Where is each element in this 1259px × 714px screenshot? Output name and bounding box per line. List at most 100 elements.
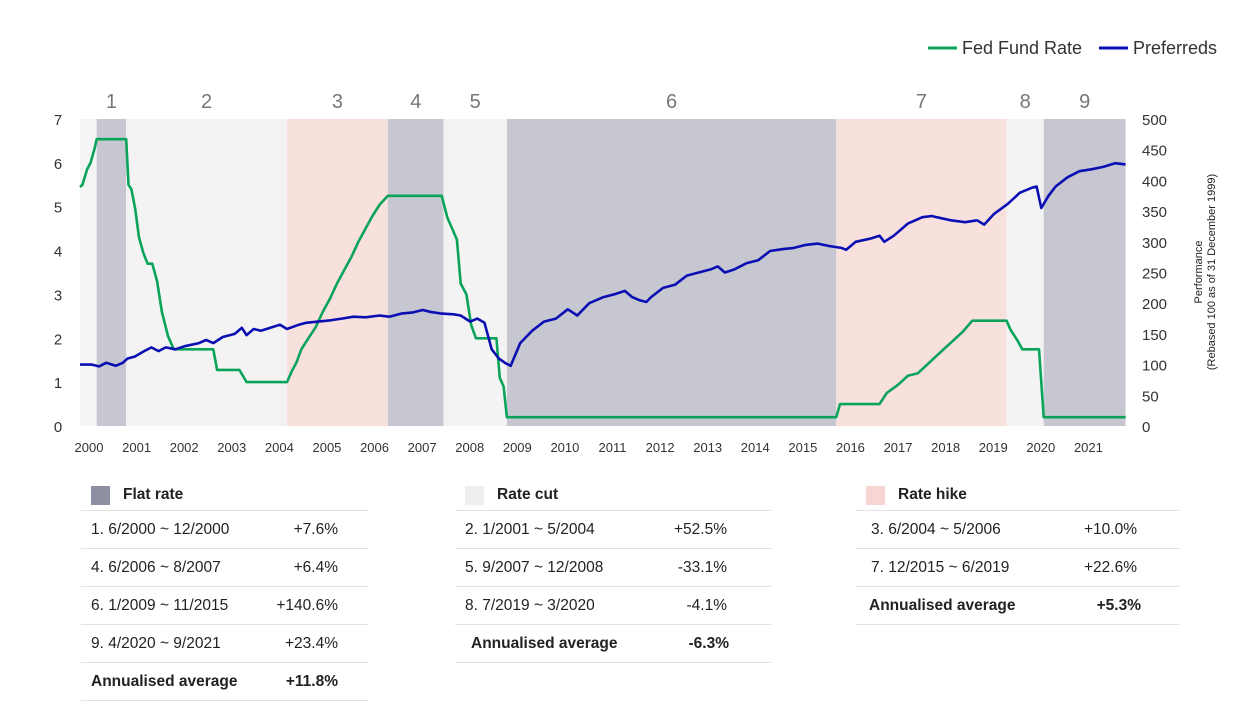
table-rate-cut: Rate cut 2. 1/2001 ~ 5/2004 +52.5% 5. 9/2… (455, 480, 771, 663)
phase-label-6: 6 (666, 91, 677, 113)
phase-band-3 (287, 119, 388, 426)
y-right-tick: 500 (1142, 112, 1167, 129)
y-left-tick: 4 (54, 244, 62, 261)
legend: Fed Fund Rate Preferreds (928, 38, 1217, 58)
row-value: +10.0% (1083, 520, 1137, 538)
chart-canvas: 1 2 3 4 5 6 7 8 9 0 1 2 3 4 5 6 7 0 50 100 150 200 250 300 350 4… (54, 38, 1218, 455)
phase-band-8 (1006, 119, 1044, 426)
avg-value: +5.3% (1096, 596, 1141, 614)
cut-swatch (465, 485, 484, 505)
y-right-label-line2: (Rebased 100 as of 31 December 1999) (1206, 174, 1218, 370)
x-tick: 2000 (75, 440, 104, 455)
table-rate-hike: Rate hike 3. 6/2004 ~ 5/2006 +10.0% 7. 12… (856, 480, 1179, 625)
phase-band-1 (96, 119, 127, 426)
axes: 0 1 2 3 4 5 6 7 0 50 100 150 200 250 300 350 400 450 500 20… (54, 112, 1167, 455)
table-row-average: Annualised average -6.3% (455, 625, 771, 663)
x-tick: 2004 (265, 440, 294, 455)
flat-swatch (91, 485, 110, 505)
y-left-tick: 1 (54, 375, 62, 392)
phase-band-4 (387, 119, 444, 426)
phase-label-9: 9 (1079, 91, 1090, 113)
table-row: 6. 1/2009 ~ 11/2015 +140.6% (81, 587, 368, 625)
table-row: 5. 9/2007 ~ 12/2008 -33.1% (455, 549, 771, 587)
y-left-tick: 2 (54, 331, 62, 348)
phase-label-4: 4 (410, 91, 421, 113)
table-title: Rate hike (898, 486, 967, 503)
y-right-tick: 450 (1142, 143, 1167, 160)
x-tick: 2003 (217, 440, 246, 455)
table-row-average: Annualised average +11.8% (81, 663, 368, 701)
phase-band-lead (80, 119, 97, 426)
x-tick: 2015 (788, 440, 817, 455)
row-value: +22.6% (1083, 558, 1137, 576)
table-header: Rate cut (455, 480, 771, 511)
x-tick: 2019 (979, 440, 1008, 455)
x-tick: 2010 (550, 440, 579, 455)
y-right-tick: 0 (1142, 419, 1150, 436)
row-value: +52.5% (673, 520, 727, 538)
legend-pref-label: Preferreds (1133, 38, 1217, 58)
y-right-tick: 100 (1142, 358, 1167, 375)
avg-label: Annualised average (471, 634, 618, 652)
avg-label: Annualised average (869, 596, 1016, 614)
series-lines (79, 137, 1126, 419)
x-tick: 2021 (1074, 440, 1103, 455)
table-flat-rate: Flat rate 1. 6/2000 ~ 12/2000 +7.6% 4. 6/… (81, 480, 368, 701)
row-label: 5. 9/2007 ~ 12/2008 (465, 558, 604, 576)
row-value: +140.6% (276, 596, 338, 614)
row-label: 2. 1/2001 ~ 5/2004 (465, 520, 595, 538)
table-title: Flat rate (123, 486, 184, 503)
y-left-tick: 0 (54, 419, 62, 436)
table-row-average: Annualised average +5.3% (856, 587, 1179, 625)
row-value: +6.4% (293, 558, 338, 576)
legend-fed-label: Fed Fund Rate (962, 38, 1082, 58)
row-label: 8. 7/2019 ~ 3/2020 (465, 596, 595, 614)
table-row: 3. 6/2004 ~ 5/2006 +10.0% (856, 511, 1179, 549)
hike-swatch (866, 485, 885, 505)
phase-band-5 (443, 119, 507, 426)
phase-label-8: 8 (1020, 91, 1031, 113)
row-label: 6. 1/2009 ~ 11/2015 (91, 596, 229, 614)
phase-label-1: 1 (106, 91, 117, 113)
x-tick: 2013 (693, 440, 722, 455)
x-tick: 2012 (646, 440, 675, 455)
table-row: 1. 6/2000 ~ 12/2000 +7.6% (81, 511, 368, 549)
y-right-tick: 300 (1142, 235, 1167, 252)
x-tick: 2011 (599, 440, 627, 455)
phase-band-6 (506, 119, 837, 426)
row-label: 4. 6/2006 ~ 8/2007 (91, 558, 221, 576)
x-tick: 2017 (884, 440, 913, 455)
table-row: 9. 4/2020 ~ 9/2021 +23.4% (81, 625, 368, 663)
table-row: 4. 6/2006 ~ 8/2007 +6.4% (81, 549, 368, 587)
y-right-label-line1: Performance (1193, 241, 1205, 304)
table-row: 7. 12/2015 ~ 6/2019 +22.6% (856, 549, 1179, 587)
avg-label: Annualised average (91, 672, 238, 690)
x-tick: 2014 (741, 440, 770, 455)
y-left-tick: 6 (54, 156, 62, 173)
y-right-tick: 200 (1142, 296, 1167, 313)
phase-band-7 (836, 119, 1007, 426)
avg-value: +11.8% (285, 672, 338, 690)
avg-value: -6.3% (688, 634, 730, 652)
fed-fund-rate-line (79, 137, 1126, 419)
y-right-tick: 400 (1142, 173, 1167, 190)
x-tick: 2018 (931, 440, 960, 455)
x-tick: 2016 (836, 440, 865, 455)
y-left-tick: 5 (54, 200, 62, 217)
y-right-label: Performance (Rebased 100 as of 31 Decemb… (1193, 174, 1218, 370)
table-row: 8. 7/2019 ~ 3/2020 -4.1% (455, 587, 771, 625)
x-tick: 2006 (360, 440, 389, 455)
row-label: 7. 12/2015 ~ 6/2019 (871, 558, 1010, 576)
phase-label-5: 5 (470, 91, 481, 113)
x-tick: 2009 (503, 440, 532, 455)
row-value: +7.6% (293, 520, 338, 538)
y-left-tick: 7 (54, 112, 62, 129)
table-header: Rate hike (856, 480, 1179, 511)
row-label: 9. 4/2020 ~ 9/2021 (91, 634, 221, 652)
row-value: -33.1% (677, 558, 727, 576)
y-right-tick: 350 (1142, 204, 1167, 221)
phase-label-7: 7 (916, 91, 927, 113)
row-label: 1. 6/2000 ~ 12/2000 (91, 520, 230, 538)
y-left-tick: 3 (54, 287, 62, 304)
x-tick: 2005 (312, 440, 341, 455)
